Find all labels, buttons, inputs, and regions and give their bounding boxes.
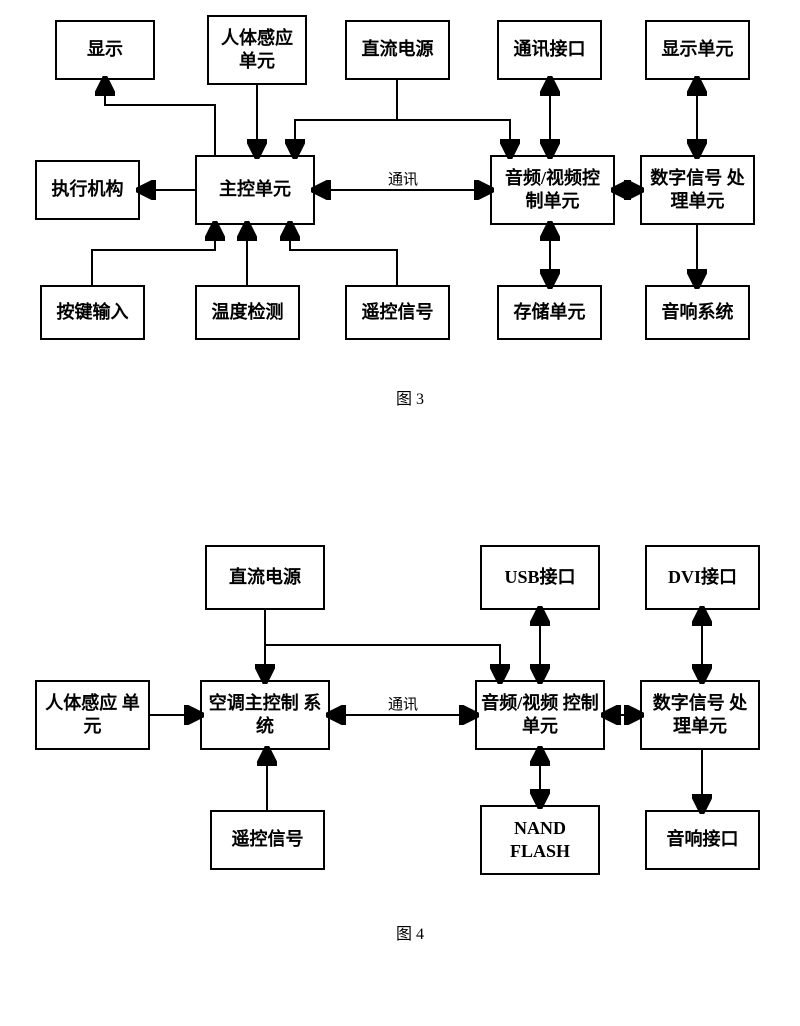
fig3-box-main-ctrl: 主控单元	[195, 155, 315, 225]
fig3-box-sensor: 人体感应 单元	[207, 15, 307, 85]
fig4-box-ac-ctrl: 空调主控制 系统	[200, 680, 330, 750]
fig4-edge-label: 通讯	[388, 693, 418, 714]
fig4-box-dvi: DVI接口	[645, 545, 760, 610]
fig4-box-usb: USB接口	[480, 545, 600, 610]
fig4-box-av-ctrl: 音频/视频 控制单元	[475, 680, 605, 750]
fig4-box-nand: NAND FLASH	[480, 805, 600, 875]
fig3-box-dc: 直流电源	[345, 20, 450, 80]
fig4-box-sensor: 人体感应 单元	[35, 680, 150, 750]
fig3-box-av-ctrl: 音频/视频控 制单元	[490, 155, 615, 225]
diagram-canvas: 显示 人体感应 单元 直流电源 通讯接口 显示单元 执行机构 主控单元 音频/视…	[0, 0, 800, 1026]
fig3-box-remote: 遥控信号	[345, 285, 450, 340]
fig3-box-storage: 存储单元	[497, 285, 602, 340]
fig4-box-remote: 遥控信号	[210, 810, 325, 870]
fig3-box-temp: 温度检测	[195, 285, 300, 340]
fig3-edge-label: 通讯	[388, 168, 418, 189]
fig3-box-key-in: 按键输入	[40, 285, 145, 340]
fig4-box-dc: 直流电源	[205, 545, 325, 610]
fig3-box-display: 显示	[55, 20, 155, 80]
fig3-box-disp-unit: 显示单元	[645, 20, 750, 80]
fig3-box-actuator: 执行机构	[35, 160, 140, 220]
fig4-box-dsp: 数字信号 处理单元	[640, 680, 760, 750]
fig3-box-comm-if: 通讯接口	[497, 20, 602, 80]
fig4-caption: 图 4	[360, 920, 460, 944]
fig3-box-audio: 音响系统	[645, 285, 750, 340]
fig3-box-dsp: 数字信号 处理单元	[640, 155, 755, 225]
connectors-svg	[0, 0, 800, 1026]
fig4-box-audio-if: 音响接口	[645, 810, 760, 870]
fig3-caption: 图 3	[360, 385, 460, 409]
